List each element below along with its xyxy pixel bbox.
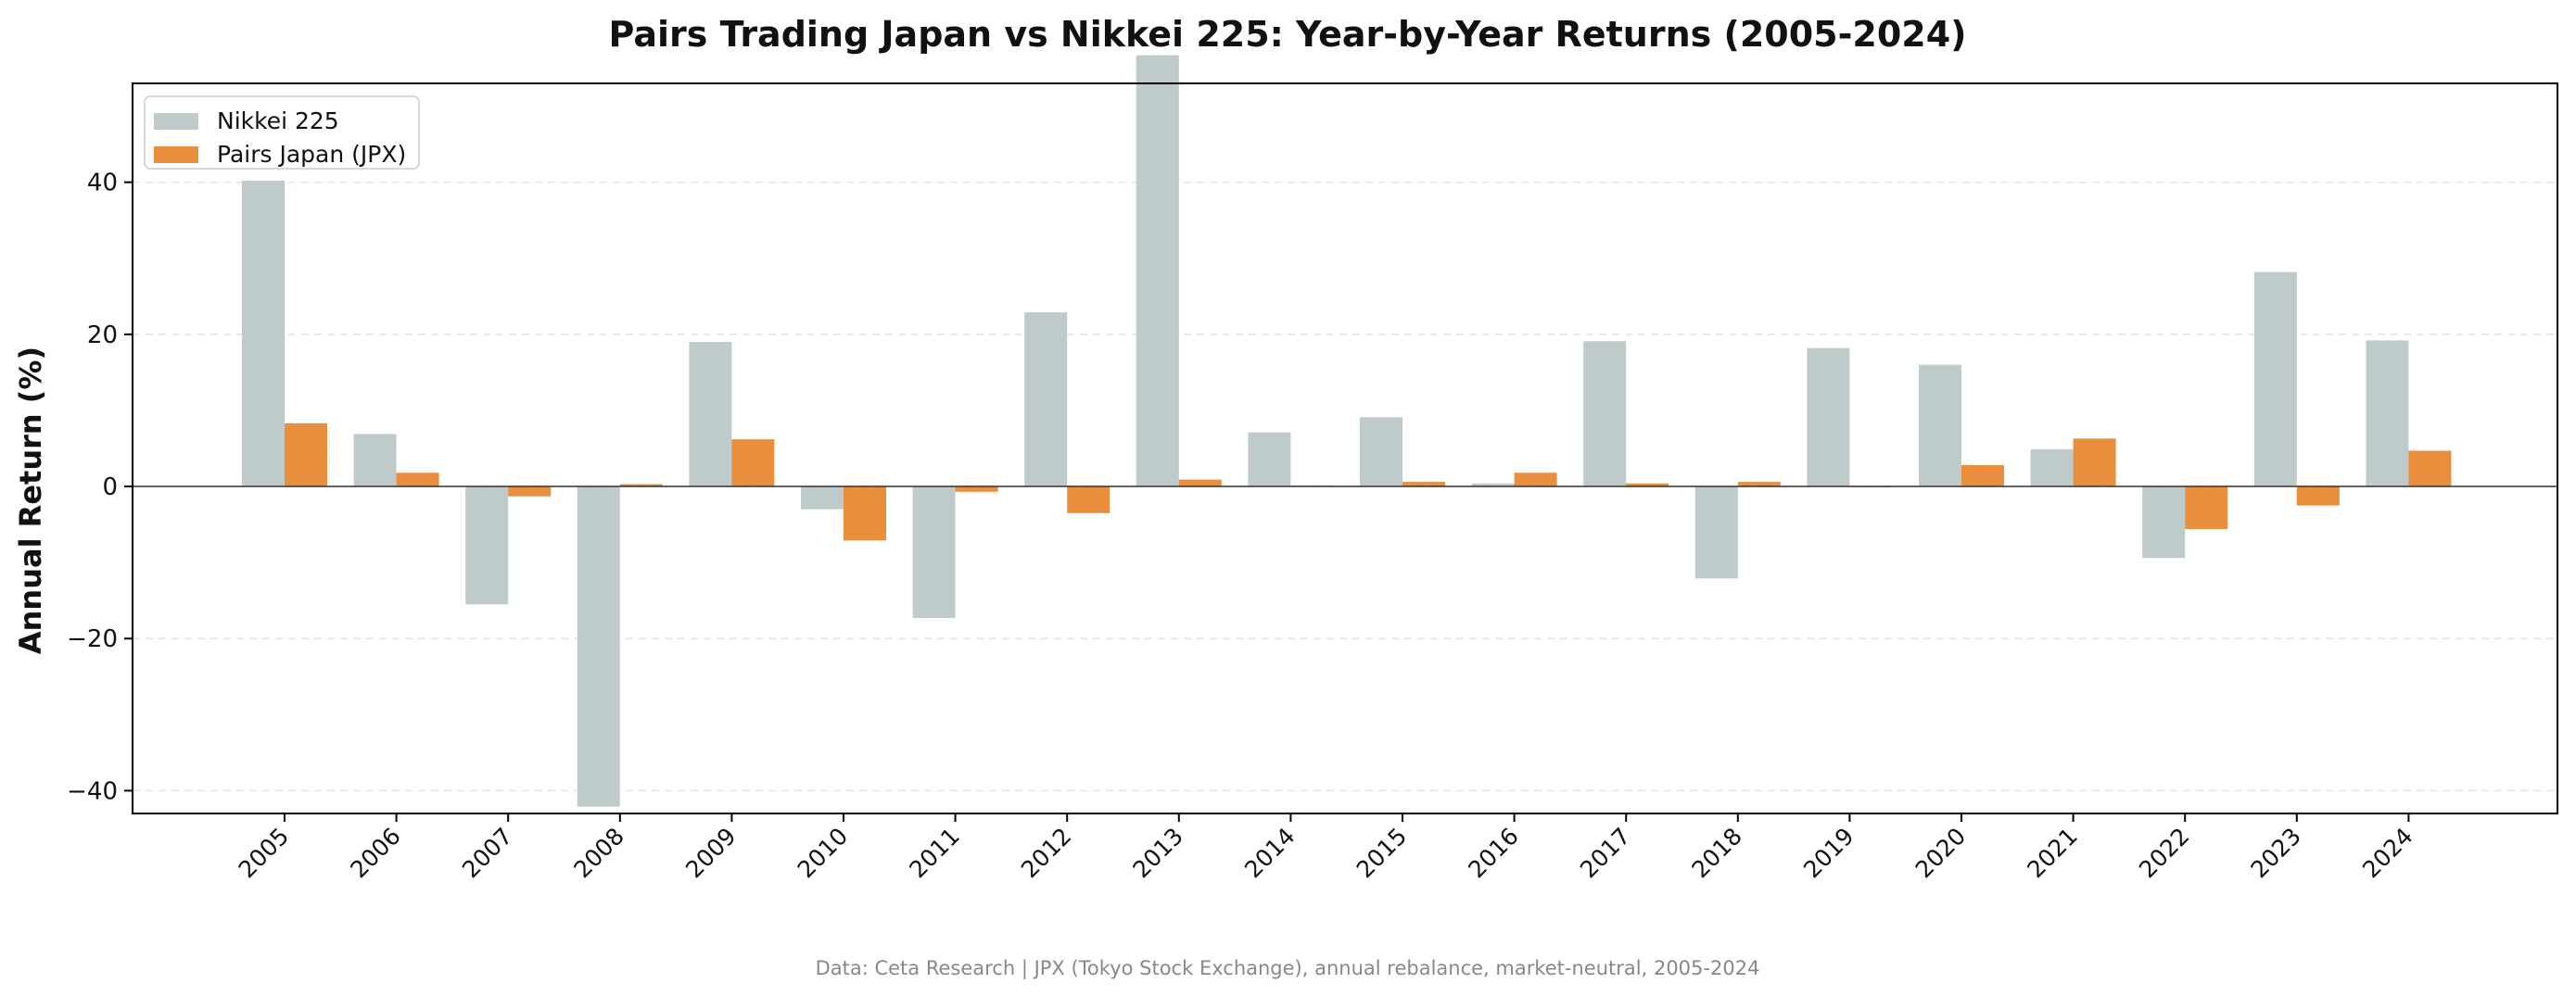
x-tick-label: 2006	[345, 823, 405, 883]
y-tick-label: 20	[87, 321, 118, 349]
x-tick-label: 2009	[680, 823, 741, 883]
y-axis-label: Annual Return (%)	[13, 347, 48, 654]
x-tick-label: 2012	[1016, 823, 1076, 883]
bar-pairs-japan-2007	[508, 486, 552, 497]
legend-swatch	[154, 113, 198, 130]
bar-nikkei-225-2022	[2142, 486, 2186, 559]
bar-nikkei-225-2011	[912, 486, 956, 619]
bar-pairs-japan-2017	[1626, 483, 1669, 487]
legend-label: Nikkei 225	[217, 107, 339, 134]
x-tick-label: 2005	[234, 823, 294, 883]
y-tick-label: −40	[67, 777, 118, 805]
bar-pairs-japan-2023	[2296, 486, 2340, 506]
x-tick-label: 2010	[793, 823, 853, 883]
bar-nikkei-225-2005	[242, 181, 285, 487]
bar-nikkei-225-2021	[2030, 448, 2074, 487]
bar-nikkei-225-2006	[353, 434, 397, 487]
x-tick-label: 2019	[1798, 823, 1859, 883]
x-tick-label: 2007	[457, 823, 517, 883]
x-tick-label: 2024	[2357, 823, 2417, 883]
x-tick-label: 2011	[904, 823, 964, 883]
bar-nikkei-225-2014	[1248, 432, 1291, 487]
bars	[242, 55, 2452, 807]
bar-nikkei-225-2015	[1360, 417, 1402, 487]
bar-pairs-japan-2018	[1737, 482, 1781, 487]
bar-nikkei-225-2017	[1583, 341, 1627, 487]
y-tick-label: 0	[102, 473, 118, 501]
x-tick-label: 2023	[2246, 823, 2306, 883]
x-tick-label: 2022	[2134, 823, 2194, 883]
source-note: Data: Ceta Research | JPX (Tokyo Stock E…	[816, 957, 1760, 980]
bar-pairs-japan-2021	[2073, 438, 2116, 487]
x-tick-label: 2018	[1687, 823, 1747, 883]
bar-pairs-japan-2010	[844, 486, 886, 541]
bar-nikkei-225-2018	[1694, 486, 1738, 579]
y-tick-label: −20	[67, 625, 118, 653]
x-tick-label: 2016	[1463, 823, 1523, 883]
bar-nikkei-225-2009	[689, 342, 732, 487]
x-tick-label: 2013	[1128, 823, 1188, 883]
bar-pairs-japan-2020	[1961, 465, 2004, 487]
bar-nikkei-225-2019	[1807, 347, 1850, 487]
bar-pairs-japan-2015	[1402, 482, 1445, 487]
bar-pairs-japan-2022	[2185, 486, 2228, 530]
bar-nikkei-225-2023	[2253, 271, 2297, 487]
legend-swatch	[154, 146, 198, 163]
bar-nikkei-225-2010	[801, 486, 844, 510]
bar-nikkei-225-2012	[1024, 312, 1068, 487]
x-tick-label: 2017	[1575, 823, 1635, 883]
legend: Nikkei 225 Pairs Japan (JPX)	[144, 95, 420, 170]
x-tick-label: 2020	[1910, 823, 1971, 883]
x-tick-label: 2014	[1239, 823, 1300, 883]
bar-nikkei-225-2024	[2366, 340, 2409, 487]
x-axis-ticks: 2005 2006 2007 2008 2009 2010 2011 2012 2013 2014…	[234, 813, 2418, 883]
bar-pairs-japan-2009	[731, 439, 775, 487]
bar-pairs-japan-2008	[619, 484, 663, 487]
chart-title: Pairs Trading Japan vs Nikkei 225: Year-…	[608, 14, 1966, 55]
x-tick-label: 2008	[569, 823, 629, 883]
bar-pairs-japan-2011	[955, 486, 998, 492]
bar-nikkei-225-2016	[1471, 483, 1515, 487]
plot-frame	[132, 82, 2558, 814]
bar-pairs-japan-2005	[285, 422, 327, 487]
x-tick-label: 2015	[1351, 823, 1412, 883]
bar-nikkei-225-2020	[1919, 364, 1961, 487]
y-tick-label: 40	[87, 170, 118, 197]
bar-nikkei-225-2008	[577, 486, 620, 807]
bar-pairs-japan-2013	[1178, 479, 1222, 487]
x-tick-label: 2021	[2022, 823, 2082, 883]
y-axis-ticks: −40 −20 0 20 40	[67, 170, 133, 805]
bar-pairs-japan-2006	[396, 473, 439, 487]
bar-nikkei-225-2007	[465, 486, 509, 605]
bar-pairs-japan-2024	[2408, 450, 2452, 487]
legend-box	[144, 95, 420, 170]
bar-nikkei-225-2013	[1136, 55, 1179, 487]
bar-pairs-japan-2016	[1514, 473, 1557, 487]
bar-pairs-japan-2012	[1067, 486, 1110, 513]
legend-label: Pairs Japan (JPX)	[217, 141, 406, 168]
